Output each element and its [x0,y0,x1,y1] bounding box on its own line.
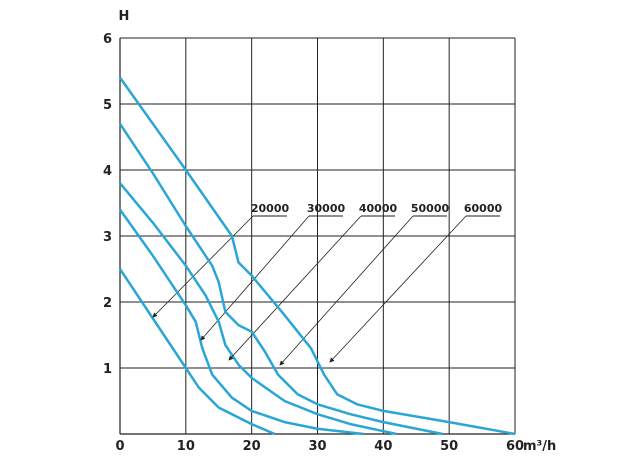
x-tick-label: 20 [243,439,261,454]
x-tick-label: 0 [115,439,124,454]
series-label: 30000 [307,202,346,215]
x-tick-label: 50 [440,439,458,454]
y-axis-label: H [119,9,130,24]
y-tick-label: 5 [103,98,112,113]
y-tick-label: 1 [103,362,112,377]
label-arrow [152,215,254,318]
y-tick-label: 6 [103,32,112,47]
series-label: 20000 [251,202,290,215]
x-tick-label: 10 [177,439,195,454]
x-tick-label: 40 [374,439,392,454]
line-series [118,208,364,436]
label-arrow [279,215,414,366]
x-tick-label: 30 [308,439,326,454]
series-label: 40000 [359,202,398,215]
label-arrow [228,215,362,361]
y-tick-label: 4 [103,164,112,179]
line-series [118,268,276,436]
line-series [118,123,443,436]
x-axis-unit: m³/h [523,439,556,454]
line-series [119,182,397,436]
series-label: 50000 [411,202,450,215]
x-tick-label: 60 [506,439,524,454]
series-label: 60000 [464,202,503,215]
y-tick-label: 3 [103,230,112,245]
label-arrow [329,215,467,363]
y-tick-label: 2 [103,296,112,311]
line-series [118,76,516,436]
